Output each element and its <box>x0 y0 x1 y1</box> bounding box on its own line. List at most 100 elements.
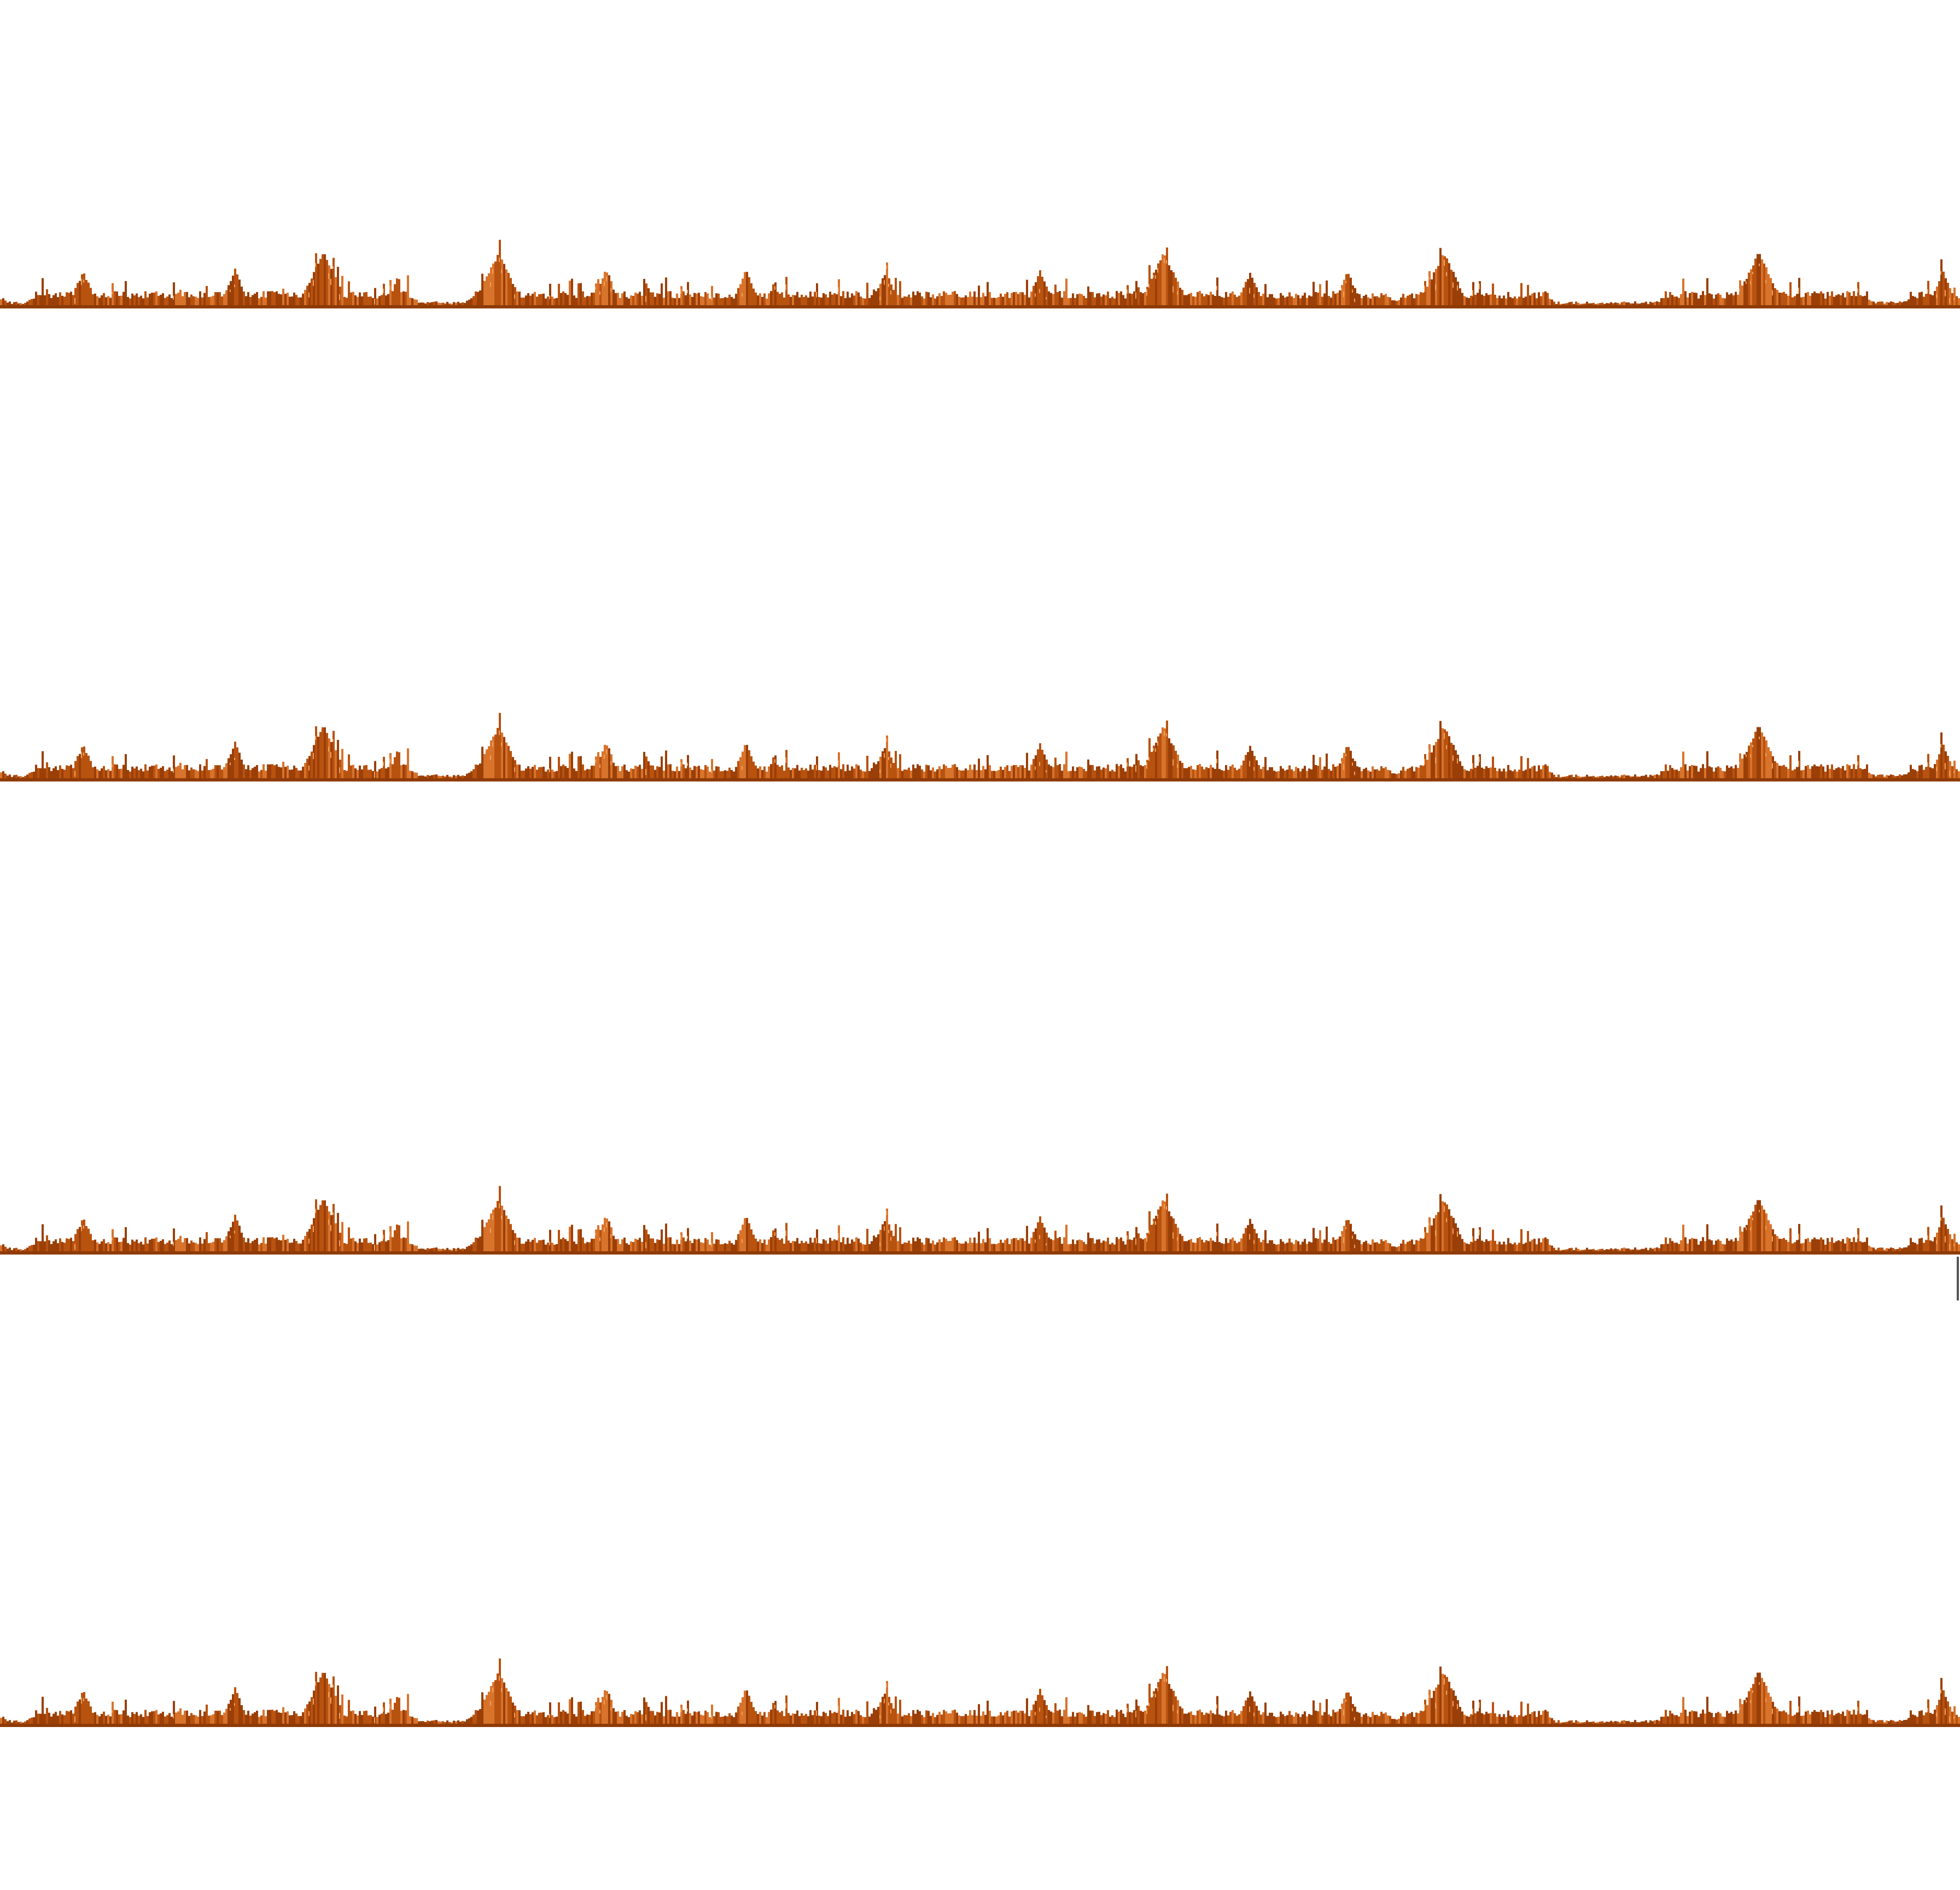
waveform-bar <box>7 302 9 305</box>
waveform-highlight <box>1035 766 1036 770</box>
waveform-bar <box>1862 1242 1864 1251</box>
waveform-bar <box>936 1714 938 1724</box>
waveform-highlight <box>1765 752 1766 757</box>
waveform-bar <box>411 1244 413 1251</box>
waveform-bar <box>483 754 486 778</box>
waveform-bar <box>1111 1242 1113 1251</box>
waveform-bar <box>1914 1715 1916 1724</box>
waveform-highlight <box>599 764 600 768</box>
waveform-bar <box>262 764 265 778</box>
waveform-highlight <box>492 1215 493 1220</box>
waveform-bar <box>1722 1716 1724 1724</box>
waveform-bar <box>505 269 508 305</box>
waveform-bar <box>144 291 147 305</box>
waveform-bar <box>752 1234 755 1251</box>
waveform-bar <box>208 1243 210 1251</box>
waveform-bar <box>46 1707 48 1724</box>
waveform-highlight <box>1249 1706 1250 1712</box>
waveform-bar <box>1614 1249 1617 1251</box>
waveform-bar <box>1258 1238 1260 1251</box>
waveform-bar <box>1256 287 1258 305</box>
waveform-bar <box>1236 770 1238 778</box>
waveform-bar <box>1555 304 1558 305</box>
waveform-bar <box>1092 1710 1094 1724</box>
waveform-bar <box>322 1672 324 1724</box>
waveform-bar <box>860 769 862 778</box>
waveform-bar <box>1087 286 1089 305</box>
waveform-bar <box>1678 298 1680 305</box>
waveform-bar <box>245 769 247 778</box>
waveform-bar <box>48 1240 50 1251</box>
waveform-bar <box>998 1715 1000 1724</box>
waveform-bar <box>1759 727 1761 778</box>
waveform-bar <box>494 261 497 305</box>
waveform-bar <box>98 1244 101 1251</box>
waveform-bar <box>665 1696 667 1724</box>
waveform-bar <box>258 1717 260 1724</box>
waveform-bar <box>232 275 234 305</box>
waveform-bar <box>1428 744 1431 778</box>
waveform-bar <box>925 291 928 305</box>
waveform-bar <box>1372 1239 1374 1251</box>
waveform-highlight <box>1435 757 1436 763</box>
waveform-bar <box>92 1712 94 1724</box>
waveform-bar <box>241 759 243 778</box>
waveform-bar <box>1864 295 1866 305</box>
waveform-bar <box>945 1239 947 1251</box>
waveform-highlight <box>1135 1238 1136 1245</box>
waveform-bar <box>567 295 569 305</box>
waveform-bar <box>928 292 930 305</box>
waveform-bar <box>582 764 584 778</box>
waveform-bar <box>868 1716 871 1724</box>
waveform-bar <box>645 1229 648 1251</box>
waveform-bar <box>225 763 228 778</box>
waveform-bar <box>978 1232 980 1251</box>
waveform-bar <box>396 278 398 305</box>
waveform-bar <box>637 293 639 305</box>
waveform-bar <box>1037 1695 1039 1724</box>
waveform-bar <box>827 770 829 778</box>
waveform-bar <box>1844 1243 1846 1251</box>
waveform-bar <box>1916 771 1918 778</box>
waveform-bar <box>1048 1237 1050 1251</box>
waveform-bar <box>1159 260 1162 305</box>
waveform-bar <box>1958 771 1960 778</box>
waveform-bar <box>1833 1715 1835 1724</box>
waveform-bar <box>1741 759 1743 778</box>
waveform-highlight <box>315 1681 316 1686</box>
waveform-bar <box>370 296 372 305</box>
waveform-bar <box>7 775 9 778</box>
waveform-bar <box>1597 1249 1599 1251</box>
waveform-bar <box>1105 1241 1107 1251</box>
waveform-bar <box>676 1239 678 1251</box>
waveform-bar <box>1127 758 1129 778</box>
waveform-bar <box>844 771 847 778</box>
waveform-bar <box>260 1715 262 1724</box>
waveform-bar <box>116 765 118 778</box>
waveform-bar <box>1059 1710 1061 1724</box>
waveform-highlight <box>492 742 493 747</box>
waveform-bar <box>1531 1239 1533 1251</box>
waveform-bar <box>1481 1713 1483 1724</box>
waveform-bar <box>763 766 766 778</box>
waveform-bar <box>171 1244 173 1251</box>
waveform-bar <box>890 284 892 305</box>
waveform-bar <box>1785 294 1787 305</box>
waveform-highlight <box>499 1676 500 1681</box>
waveform-bar <box>162 1239 164 1251</box>
waveform-highlight <box>1039 762 1040 766</box>
waveform-bar <box>1940 732 1942 778</box>
waveform-bar <box>1872 1247 1875 1251</box>
waveform-highlight <box>1759 264 1760 266</box>
waveform-bar <box>1536 771 1538 778</box>
waveform-bar <box>98 1716 101 1724</box>
waveform-bar <box>1914 1242 1916 1251</box>
waveform-bar <box>1072 293 1074 305</box>
waveform-bar <box>971 296 973 305</box>
waveform-bar <box>693 766 696 778</box>
waveform-bar <box>1365 294 1367 305</box>
waveform-bar <box>899 1700 901 1724</box>
waveform-bar <box>466 300 468 305</box>
waveform-bar <box>1866 291 1868 305</box>
waveform-highlight <box>774 759 775 763</box>
